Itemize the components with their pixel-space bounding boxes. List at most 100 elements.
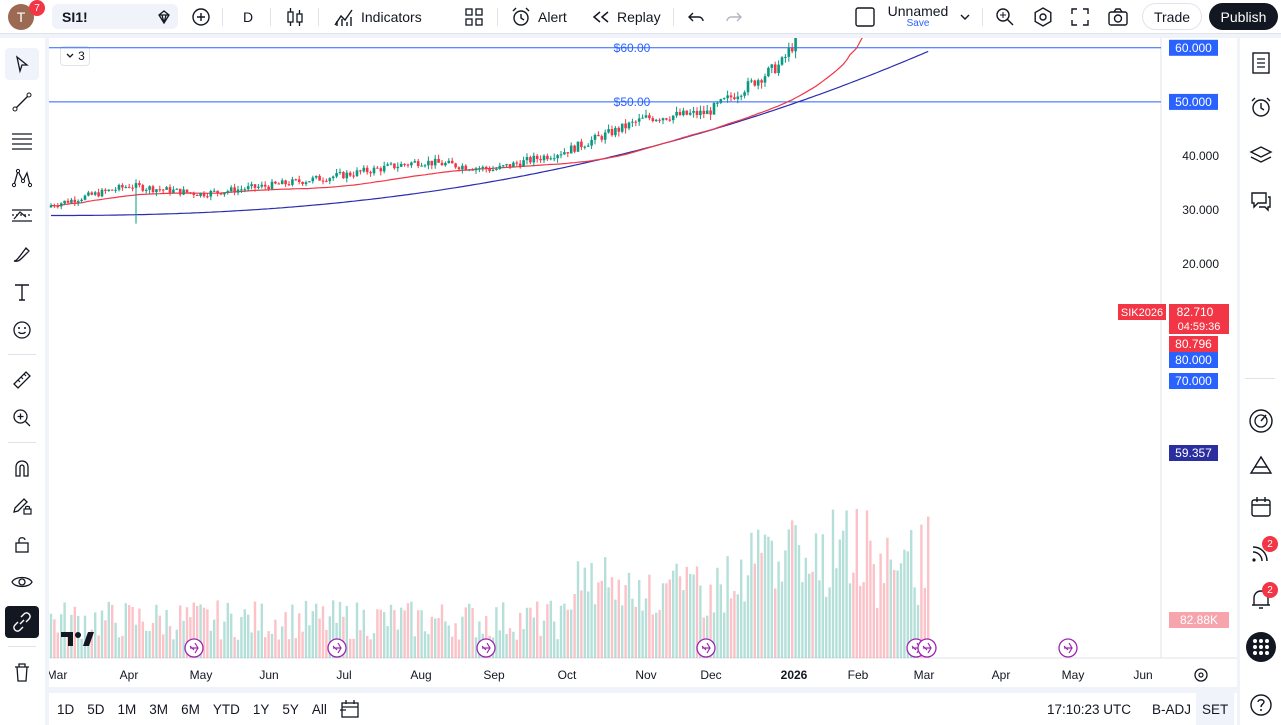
range-all[interactable]: All <box>311 701 327 717</box>
volume-bar <box>413 636 416 658</box>
adjustment-toggle[interactable]: B-ADJ <box>1152 693 1191 725</box>
trendline-tool[interactable] <box>5 86 39 118</box>
redo-button[interactable] <box>724 0 744 34</box>
brush-tool[interactable] <box>5 238 39 270</box>
candle-body <box>505 164 508 166</box>
arrow-right-icon <box>481 642 491 654</box>
candle-body <box>114 189 117 191</box>
candle-body <box>396 166 400 169</box>
apps-button[interactable] <box>1244 630 1278 664</box>
calendar-icon <box>1251 497 1271 517</box>
chart-pane[interactable]: 3 $120.00$110.00$100.00$90.00$80.00$70.0… <box>49 38 1237 687</box>
snapshot-button[interactable] <box>1107 0 1129 34</box>
candle-body <box>491 169 495 172</box>
magnet-tool[interactable] <box>5 452 39 484</box>
zoom-tool[interactable] <box>5 402 39 434</box>
publish-button[interactable]: Publish <box>1209 3 1278 30</box>
range-1d[interactable]: 1D <box>57 701 75 717</box>
fullscreen-button[interactable] <box>1070 0 1090 34</box>
volume-bar <box>903 549 906 658</box>
range-5d[interactable]: 5D <box>87 701 105 717</box>
replay-button[interactable]: Replay <box>591 0 661 34</box>
candle-body <box>260 184 264 187</box>
chart-type-button[interactable] <box>285 0 305 34</box>
candle-body <box>352 175 355 177</box>
trade-button[interactable]: Trade <box>1142 3 1202 30</box>
undo-button[interactable] <box>686 0 706 34</box>
draw-mode-tool[interactable] <box>5 490 39 522</box>
volume-bar <box>709 584 712 658</box>
range-6m[interactable]: 6M <box>181 701 200 717</box>
layout-menu-button[interactable] <box>958 0 972 34</box>
candle-body <box>420 165 423 167</box>
candle-body <box>471 169 474 171</box>
volume-bar <box>627 572 631 658</box>
candle-body <box>342 172 345 179</box>
volume-bar <box>882 583 886 658</box>
volume-bar <box>621 605 624 658</box>
interval-button[interactable]: D <box>243 0 253 34</box>
symbol-text: SI1! <box>62 9 88 25</box>
volume-bar <box>73 606 76 658</box>
volume-bar <box>80 638 83 658</box>
session-toggle[interactable]: SET <box>1196 693 1235 725</box>
clock-display[interactable]: 17:10:23 UTC <box>1047 693 1131 725</box>
settings-button[interactable] <box>1032 0 1054 34</box>
volume-bar <box>879 553 882 658</box>
candle-body <box>651 118 655 122</box>
sync-link-tool[interactable] <box>5 606 39 638</box>
indicators-button[interactable]: Indicators <box>333 0 422 34</box>
ideas-button[interactable] <box>1244 448 1278 482</box>
alert-label: Alert <box>538 9 567 25</box>
range-1y[interactable]: 1Y <box>252 701 270 717</box>
calendar-button[interactable] <box>1244 490 1278 524</box>
alert-button[interactable]: Alert <box>510 0 567 34</box>
object-tree-button[interactable] <box>1244 138 1278 172</box>
pattern-tool[interactable] <box>5 162 39 194</box>
candle-body <box>155 189 158 193</box>
candle-body <box>212 190 216 192</box>
chat-button[interactable] <box>1244 184 1278 218</box>
price-chart[interactable]: $120.00$110.00$100.00$90.00$80.00$70.00$… <box>49 38 1237 687</box>
tradingview-logo[interactable] <box>61 630 95 653</box>
notification-badge: 7 <box>29 0 45 16</box>
volume-bar <box>90 629 93 658</box>
volume-bar <box>454 623 457 658</box>
symbol-search[interactable]: SI1! <box>52 4 178 29</box>
volume-bar <box>723 612 726 658</box>
candle-body <box>359 170 362 172</box>
cursor-tool[interactable] <box>5 48 39 80</box>
alerts-panel-button[interactable] <box>1244 90 1278 124</box>
volume-bar <box>791 520 794 658</box>
trash-tool[interactable] <box>5 656 39 688</box>
range-1m[interactable]: 1M <box>117 701 137 717</box>
forecast-tool[interactable] <box>5 200 39 232</box>
layouts-button[interactable] <box>464 0 484 34</box>
layout-name[interactable]: Unnamed Save <box>886 4 950 30</box>
fib-tool[interactable] <box>5 124 39 156</box>
quick-search-button[interactable] <box>994 0 1016 34</box>
visibility-tool[interactable] <box>5 566 39 598</box>
volume-bar <box>495 607 498 658</box>
axis-settings-icon[interactable] <box>1194 668 1208 682</box>
goto-date-button[interactable] <box>339 693 361 725</box>
news-feed-button[interactable] <box>1244 536 1278 570</box>
volume-bar <box>498 630 501 658</box>
emoji-tool[interactable] <box>5 314 39 346</box>
layout-checkbox[interactable] <box>854 0 876 34</box>
text-tool[interactable] <box>5 276 39 308</box>
help-button[interactable] <box>1244 688 1278 722</box>
ruler-tool[interactable] <box>5 364 39 396</box>
range-ytd[interactable]: YTD <box>212 701 240 717</box>
compare-button[interactable] <box>190 0 212 34</box>
range-5y[interactable]: 5Y <box>282 701 299 717</box>
volume-bar <box>913 587 916 658</box>
legend-collapse-button[interactable]: 3 <box>60 46 90 66</box>
lock-tool[interactable] <box>5 528 39 560</box>
candle-body <box>444 163 447 166</box>
candle-body <box>675 111 678 116</box>
technicals-button[interactable] <box>1244 404 1278 438</box>
candle-body <box>736 96 740 100</box>
watchlist-button[interactable] <box>1244 46 1278 80</box>
range-3m[interactable]: 3M <box>149 701 169 717</box>
